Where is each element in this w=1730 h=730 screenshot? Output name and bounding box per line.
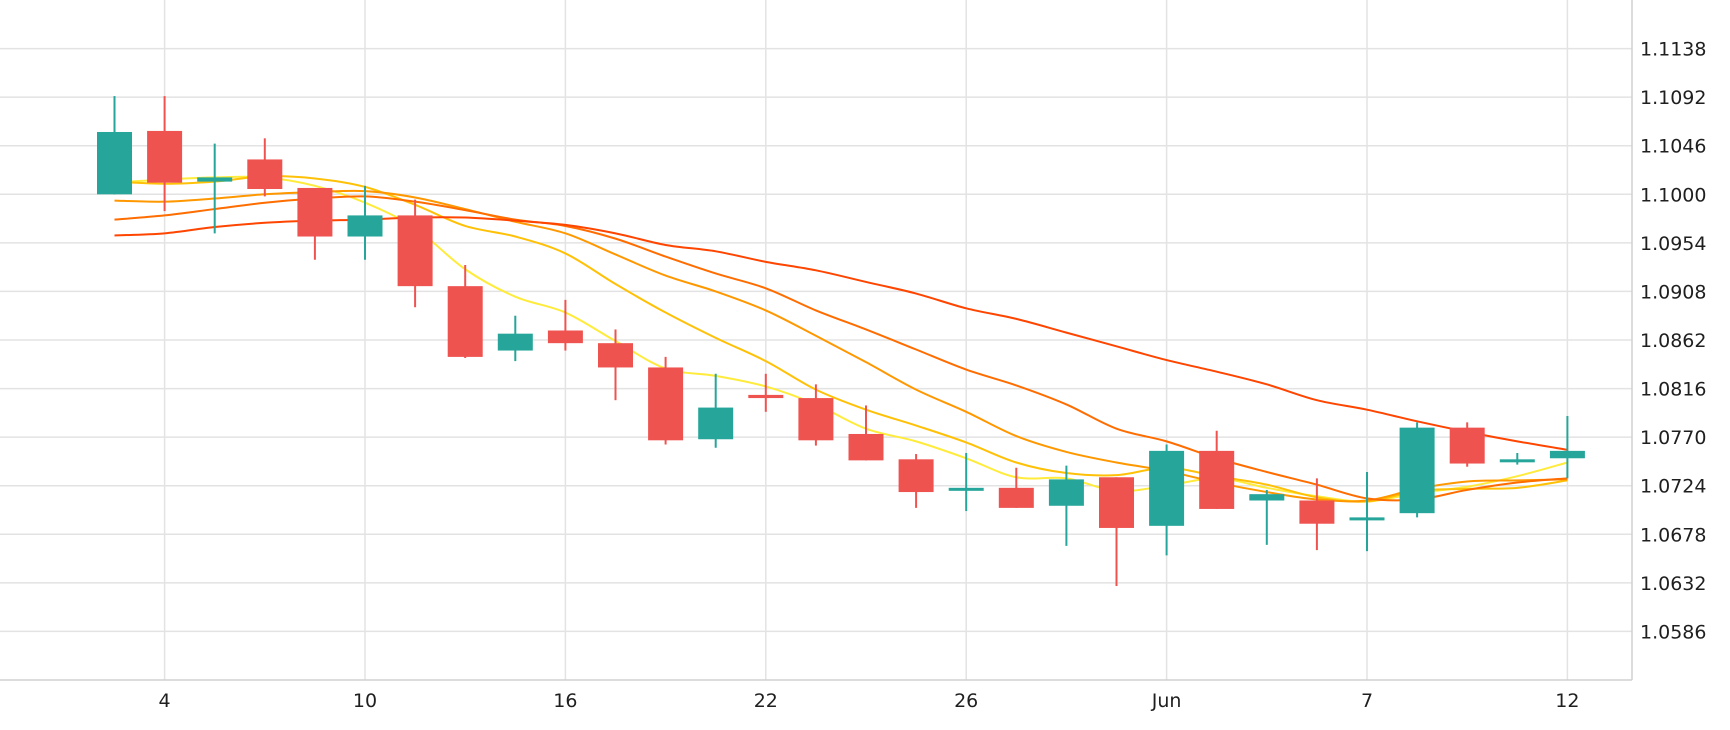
candle-body-down — [247, 159, 283, 190]
candle-body-down — [397, 215, 433, 287]
y-tick-label: 1.0632 — [1640, 573, 1706, 595]
y-tick-label: 1.0908 — [1640, 281, 1706, 303]
grid — [0, 0, 1632, 680]
moving-average-line — [114, 175, 1568, 503]
candle-body-up — [1549, 450, 1585, 459]
y-tick-label: 1.0678 — [1640, 524, 1706, 546]
x-tick-label: 10 — [353, 690, 377, 712]
candle-body-down — [798, 398, 834, 441]
moving-average-line — [114, 175, 1568, 503]
candle-body-up — [347, 215, 383, 237]
candle-body-down — [297, 187, 333, 237]
y-tick-label: 1.1000 — [1640, 184, 1706, 206]
candle-body-up — [1149, 450, 1185, 526]
candle-body-up — [698, 407, 734, 440]
candle-body-down — [648, 367, 684, 441]
candle-body-up — [1048, 479, 1084, 506]
candle-body-up — [1399, 427, 1435, 514]
y-tick-label: 1.1092 — [1640, 87, 1706, 109]
candlesticks — [97, 96, 1585, 587]
candle-body-up — [1349, 517, 1385, 521]
moving-average-line — [114, 195, 1568, 502]
candle-body-down — [1299, 500, 1335, 524]
x-tick-label: 12 — [1555, 690, 1579, 712]
moving-average-line — [114, 189, 1568, 503]
y-tick-label: 1.0586 — [1640, 621, 1706, 643]
axes: 1.1138 1.1092 1.1046 1.1000 1.0954 1.0908 1.08… — [0, 0, 1706, 712]
candle-body-up — [197, 177, 233, 182]
candle-body-down — [147, 130, 183, 183]
x-tick-label: Jun — [1151, 690, 1182, 712]
y-tick-label: 1.0770 — [1640, 427, 1706, 449]
candle-body-down — [748, 394, 784, 399]
candle-body-up — [1499, 459, 1535, 463]
x-tick-label: 7 — [1361, 690, 1373, 712]
candle-body-down — [598, 343, 633, 368]
candle-body-down — [848, 433, 884, 461]
candle-body-down — [1199, 450, 1235, 509]
y-tick-label: 1.1046 — [1640, 136, 1706, 158]
candle-body-up — [948, 487, 984, 491]
candle-body-down — [1449, 427, 1485, 464]
x-tick-label: 4 — [159, 690, 171, 712]
candle-body-down — [998, 487, 1034, 508]
x-tick-label: 16 — [553, 690, 577, 712]
x-tick-label: 26 — [954, 690, 978, 712]
candle-body-down — [447, 286, 483, 357]
y-tick-label: 1.0862 — [1640, 330, 1706, 352]
moving-average-lines — [114, 175, 1568, 503]
x-tick-label: 22 — [754, 690, 778, 712]
candle-body-down — [898, 459, 934, 493]
candle-body-up — [1249, 494, 1285, 501]
candle-body-down — [547, 330, 583, 344]
candle-body-up — [497, 333, 533, 351]
candle-body-up — [97, 131, 132, 195]
y-tick-label: 1.0724 — [1640, 476, 1706, 498]
candle-body-down — [1099, 477, 1134, 528]
y-tick-label: 1.1138 — [1640, 39, 1706, 61]
y-tick-label: 1.0954 — [1640, 233, 1706, 255]
moving-average-line — [114, 216, 1568, 451]
y-tick-label: 1.0816 — [1640, 379, 1706, 401]
